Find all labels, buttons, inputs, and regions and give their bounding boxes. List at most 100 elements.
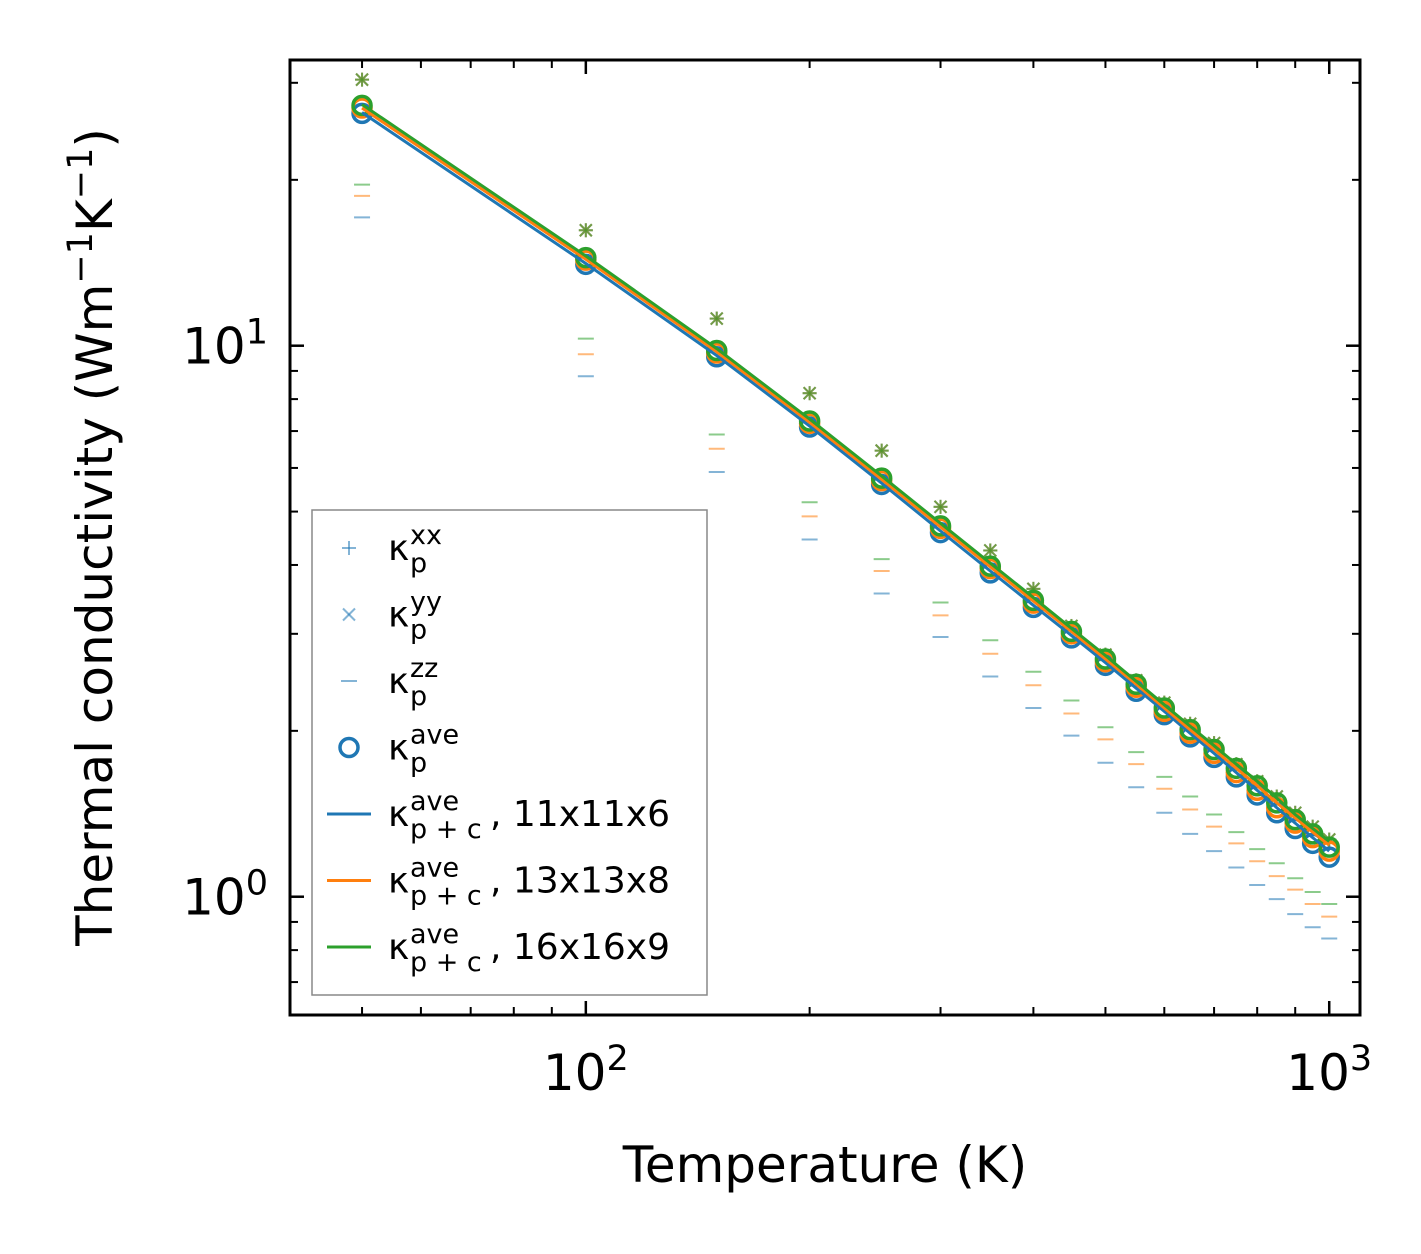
point-kp-yy-overlay1-150-b <box>710 311 724 326</box>
legend-label-2: κzz p <box>388 653 438 712</box>
point-kp-ave-16x16x9-1000-ring <box>1318 836 1340 858</box>
point-kp-ave-16x16x9-50 <box>351 94 373 117</box>
point-kp-ave-16x16x9-800-ring <box>1246 774 1268 797</box>
legend-sup: zz <box>410 653 438 684</box>
point-kp-ave-16x16x9-50-ring <box>351 94 373 117</box>
plot-marks <box>351 72 1340 940</box>
y-axis-title: Thermal conductivity (Wm−1K−1) <box>61 128 124 947</box>
y-tick-label-1: 101 <box>182 313 268 376</box>
series-line-kpc-ave-16x16x9 <box>361 103 1331 843</box>
point-kp-ave-16x16x9-700-ring <box>1203 738 1225 761</box>
legend-kappa: κ <box>388 861 409 902</box>
legend-sub: p <box>410 681 427 712</box>
series-kpc-ave-11x11x6 <box>361 111 1331 853</box>
legend-label-4: κave p + c , 11x11x6 <box>388 786 670 845</box>
point-kp-ave-16x16x9-450 <box>1060 620 1083 643</box>
point-kp-yy-overlay1-200-b <box>802 386 817 400</box>
x-tick-label-exp: 3 <box>1350 1039 1372 1079</box>
legend-kappa: κ <box>388 728 409 769</box>
legend-suffix: , 11x11x6 <box>490 794 670 835</box>
point-kp-ave-16x16x9-650-ring <box>1179 718 1201 741</box>
point-kp-yy-overlay1-100 <box>579 223 593 237</box>
legend-sup: ave <box>410 853 459 884</box>
plot-frame <box>288 58 1362 1017</box>
legend-marker-1 <box>342 607 356 622</box>
x-tick-label-base: 10 <box>543 1044 607 1102</box>
y-axis-title-exp2: −1 <box>61 148 101 200</box>
x-tick-label-base: 10 <box>1286 1044 1350 1102</box>
point-kp-ave-16x16x9-450-ring <box>1060 620 1083 643</box>
legend-suffix: , 13x13x8 <box>490 861 670 902</box>
legend-entry-6: κave p + c , 16x16x9 <box>327 919 670 978</box>
point-kp-ave-16x16x9-750-ring <box>1225 757 1248 780</box>
legend-sup: ave <box>410 786 459 817</box>
y-tick-label-base: 10 <box>182 318 246 376</box>
x-tick-label-0: 102 <box>543 1039 629 1102</box>
point-kp-ave-16x16x9-1000 <box>1318 836 1340 858</box>
legend-label-5: κave p + c , 13x13x8 <box>388 853 670 912</box>
point-kp-yy-overlay1-350-b <box>983 543 997 558</box>
point-kp-ave-16x16x9-250 <box>870 467 893 489</box>
legend-sub: p <box>410 615 427 646</box>
series-kp-zz-16x16x9 <box>354 183 1338 906</box>
series-line-kpc-ave-13x13x8 <box>361 106 1331 847</box>
axis-ticks <box>289 60 1360 1015</box>
point-kp-ave-11x11x6-1000-ring <box>1318 846 1340 868</box>
legend-sup: xx <box>410 520 442 551</box>
point-kp-yy-overlay1-150 <box>710 311 724 326</box>
point-kp-yy-overlay1-300-b <box>933 500 948 514</box>
point-kp-ave-16x16x9-900-ring <box>1284 808 1306 831</box>
legend-sub: p + c <box>410 814 482 845</box>
point-kp-ave-16x16x9-700 <box>1203 738 1225 761</box>
point-kp-ave-16x16x9-400 <box>1022 589 1045 612</box>
y-tick-label-exp: 1 <box>246 313 268 353</box>
legend-entry-2: κzz p <box>341 653 438 712</box>
point-kp-yy-overlay1-100-b <box>579 223 593 237</box>
series-kp-zz-13x13x8 <box>354 194 1338 918</box>
point-kp-yy-overlay1-350 <box>983 543 997 558</box>
series-kpc-ave-16x16x9 <box>361 103 1331 843</box>
legend-label-0: κxx p <box>388 520 442 579</box>
legend-marker-3 <box>338 736 360 759</box>
legend-marker-3-ring <box>338 736 360 759</box>
point-kp-ave-16x16x9-850-ring <box>1266 792 1288 814</box>
point-kp-ave-11x11x6-1000 <box>1318 846 1340 868</box>
legend-kappa: κ <box>388 661 409 702</box>
point-kp-ave-16x16x9-250-ring <box>870 467 893 489</box>
series-kpc-ave-13x13x8 <box>361 106 1331 847</box>
legend-entry-4: κave p + c , 11x11x6 <box>327 786 670 845</box>
legend-frame <box>311 509 708 996</box>
legend-kappa: κ <box>388 595 409 636</box>
y-tick-label-0: 100 <box>182 864 268 927</box>
legend-entry-3: κave p <box>338 720 459 779</box>
x-tick-label-exp: 2 <box>607 1039 629 1079</box>
legend-label-3: κave p <box>388 720 459 779</box>
point-kp-ave-16x16x9-600 <box>1153 697 1176 719</box>
point-kp-ave-16x16x9-550-ring <box>1125 673 1147 695</box>
legend-label-1: κyy p <box>388 587 442 646</box>
series-kp-zz-11x11x6 <box>354 216 1338 940</box>
point-kp-ave-16x16x9-900 <box>1284 808 1306 831</box>
point-kp-yy-overlay1-300 <box>933 500 948 514</box>
point-kp-ave-16x16x9-400-ring <box>1022 589 1045 612</box>
point-kp-ave-16x16x9-300-ring <box>929 515 952 537</box>
point-kp-ave-16x16x9-800 <box>1246 774 1268 797</box>
x-tick-label-1: 103 <box>1286 1039 1372 1102</box>
legend-sup: ave <box>410 919 459 950</box>
y-axis-title-exp1: −1 <box>61 232 101 284</box>
point-kp-ave-16x16x9-500-ring <box>1094 648 1117 670</box>
point-kp-ave-16x16x9-650 <box>1179 718 1201 741</box>
legend-entry-0: κxx p <box>342 520 442 579</box>
point-kp-yy-overlay1-200 <box>802 386 817 400</box>
point-kp-ave-16x16x9-600-ring <box>1153 697 1176 719</box>
point-kp-ave-16x16x9-500 <box>1094 648 1117 670</box>
x-axis-title: Temperature (K) <box>622 1136 1027 1194</box>
y-axis-title-close: ) <box>66 128 124 148</box>
legend-label-6: κave p + c , 16x16x9 <box>388 919 670 978</box>
legend-sup: yy <box>410 587 442 618</box>
y-axis-title-unit: K <box>66 198 124 232</box>
y-axis-title-main: Thermal conductivity (Wm <box>66 284 124 947</box>
legend-sub: p + c <box>410 947 482 978</box>
